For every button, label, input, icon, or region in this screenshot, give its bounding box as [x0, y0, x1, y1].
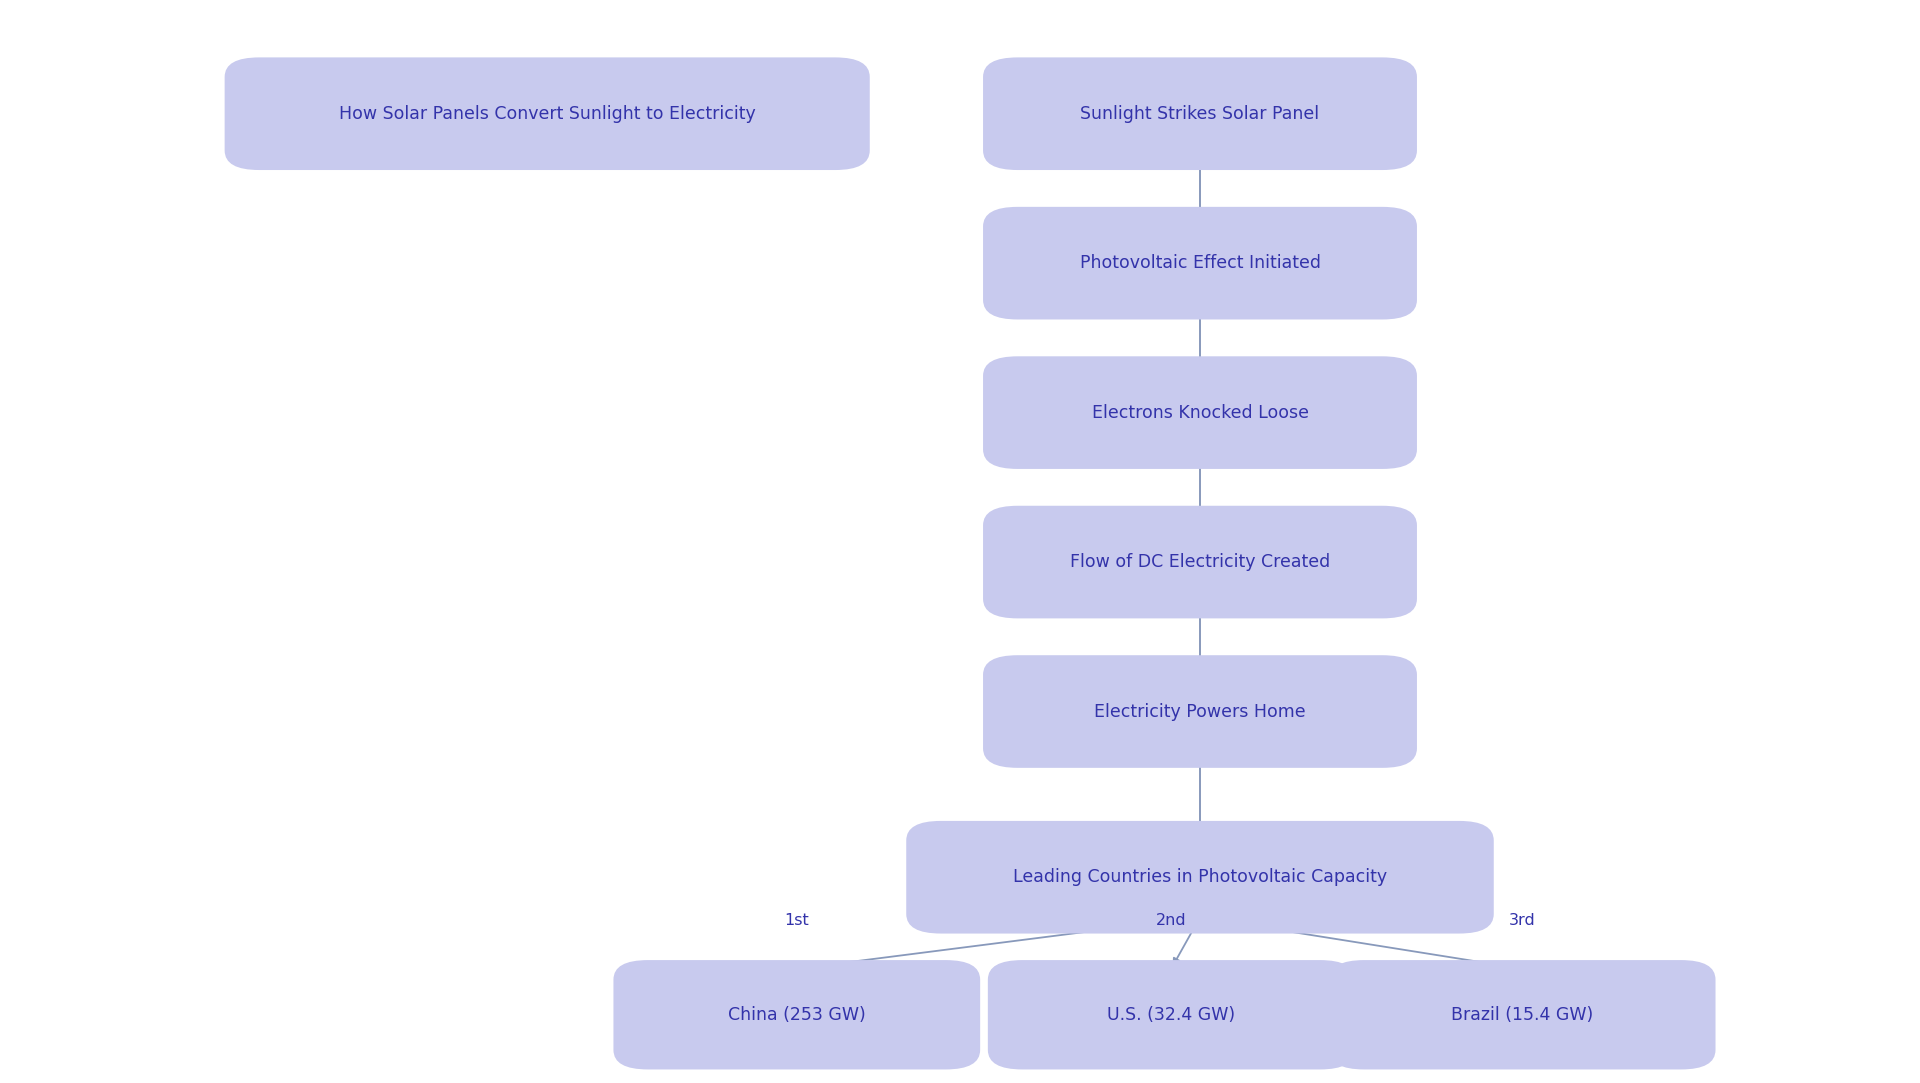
- Text: Flow of DC Electricity Created: Flow of DC Electricity Created: [1069, 553, 1331, 571]
- FancyBboxPatch shape: [906, 821, 1494, 934]
- FancyBboxPatch shape: [612, 960, 979, 1070]
- Text: 1st: 1st: [785, 913, 808, 927]
- FancyBboxPatch shape: [1329, 960, 1716, 1070]
- FancyBboxPatch shape: [983, 506, 1417, 618]
- Text: 2nd: 2nd: [1156, 913, 1187, 927]
- Text: Photovoltaic Effect Initiated: Photovoltaic Effect Initiated: [1079, 255, 1321, 272]
- Text: Electricity Powers Home: Electricity Powers Home: [1094, 703, 1306, 720]
- Text: Brazil (15.4 GW): Brazil (15.4 GW): [1452, 1006, 1594, 1023]
- FancyBboxPatch shape: [983, 207, 1417, 319]
- FancyBboxPatch shape: [983, 655, 1417, 768]
- FancyBboxPatch shape: [983, 57, 1417, 170]
- Text: Leading Countries in Photovoltaic Capacity: Leading Countries in Photovoltaic Capaci…: [1014, 869, 1386, 886]
- FancyBboxPatch shape: [225, 57, 870, 170]
- Text: How Solar Panels Convert Sunlight to Electricity: How Solar Panels Convert Sunlight to Ele…: [338, 105, 756, 122]
- Text: U.S. (32.4 GW): U.S. (32.4 GW): [1108, 1006, 1235, 1023]
- Text: Sunlight Strikes Solar Panel: Sunlight Strikes Solar Panel: [1081, 105, 1319, 122]
- Text: Electrons Knocked Loose: Electrons Knocked Loose: [1091, 404, 1309, 421]
- FancyBboxPatch shape: [983, 356, 1417, 469]
- Text: China (253 GW): China (253 GW): [728, 1006, 866, 1023]
- Text: 3rd: 3rd: [1509, 913, 1536, 927]
- FancyBboxPatch shape: [987, 960, 1356, 1070]
